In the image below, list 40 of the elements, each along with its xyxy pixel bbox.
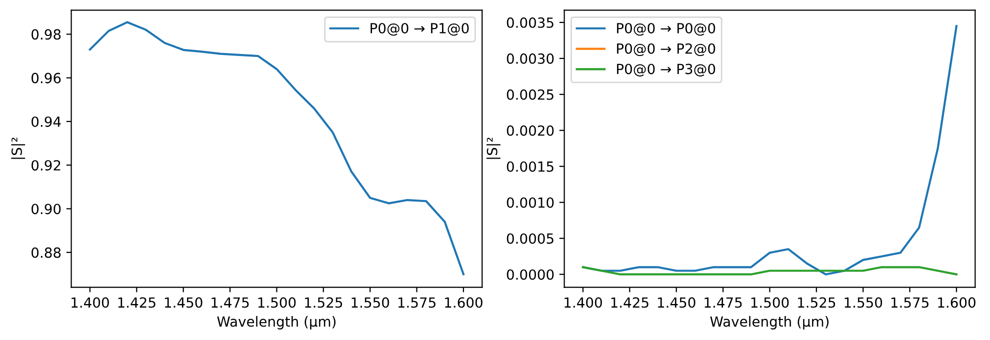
y-axis-title: |S|² bbox=[486, 138, 500, 159]
legend-label: P0@0 → P3@0 bbox=[617, 64, 716, 76]
y-tick-label: 0.96 bbox=[32, 72, 61, 84]
x-tick-label: 1.400 bbox=[564, 297, 602, 308]
x-tick-label: 1.475 bbox=[704, 297, 742, 308]
y-axis-title: |S|² bbox=[11, 138, 26, 159]
x-tick-label: 1.600 bbox=[445, 297, 482, 308]
x-tick-label: 1.425 bbox=[118, 297, 156, 308]
y-tick-label: 0.0000 bbox=[506, 269, 554, 280]
x-tick-label: 1.600 bbox=[938, 297, 976, 308]
x-tick-label: 1.500 bbox=[258, 297, 296, 308]
x-axis-title: Wavelength (µm) bbox=[217, 316, 336, 330]
y-tick-label: 0.0030 bbox=[506, 53, 554, 64]
x-tick-label: 1.550 bbox=[844, 297, 882, 308]
x-tick-label: 1.425 bbox=[611, 297, 648, 308]
legend-label: P0@0 → P2@0 bbox=[617, 43, 716, 56]
y-tick-label: 0.0005 bbox=[506, 233, 554, 244]
x-tick-label: 1.525 bbox=[305, 297, 342, 308]
x-tick-label: 1.450 bbox=[164, 297, 202, 308]
y-tick-label: 0.88 bbox=[32, 247, 61, 258]
y-tick-label: 0.0015 bbox=[506, 161, 554, 172]
x-tick-label: 1.500 bbox=[751, 297, 789, 308]
y-tick-label: 0.0020 bbox=[506, 125, 554, 136]
y-tick-label: 0.90 bbox=[32, 204, 61, 214]
y-tick-label: 0.98 bbox=[32, 29, 61, 40]
x-tick-label: 1.450 bbox=[658, 297, 696, 308]
y-tick-label: 0.0025 bbox=[506, 89, 554, 100]
x-tick-label: 1.525 bbox=[798, 297, 836, 308]
legend-label: P0@0 → P0@0 bbox=[617, 22, 716, 36]
x-tick-label: 1.400 bbox=[72, 297, 109, 308]
x-tick-label: 1.575 bbox=[891, 297, 928, 308]
x-axis-title: Wavelength (µm) bbox=[710, 316, 829, 330]
x-tick-label: 1.475 bbox=[212, 297, 249, 308]
legend-label: P0@0 → P1@0 bbox=[370, 22, 469, 36]
y-tick-label: 0.92 bbox=[32, 160, 60, 171]
y-tick-label: 0.94 bbox=[32, 116, 61, 127]
y-tick-label: 0.0035 bbox=[506, 17, 554, 28]
x-tick-label: 1.550 bbox=[352, 297, 390, 308]
x-tick-label: 1.575 bbox=[398, 297, 436, 308]
y-tick-label: 0.0010 bbox=[506, 197, 554, 208]
